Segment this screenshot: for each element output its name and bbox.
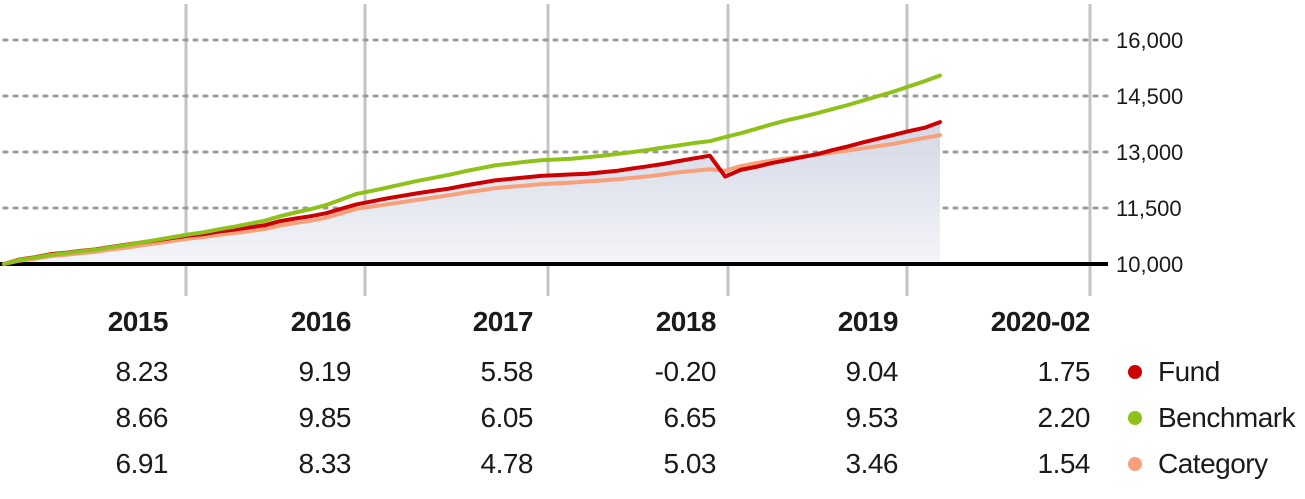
legend-category: Category (1128, 448, 1268, 480)
fund-return-cell: 1.75 (1037, 356, 1091, 387)
category-return-cell: 1.54 (1037, 448, 1091, 479)
fund-returns-row: 8.23 9.19 5.58 -0.20 9.04 1.75 Fund (0, 356, 1305, 396)
y-tick-label: 14,500 (1116, 84, 1183, 109)
category-returns-row: 6.91 8.33 4.78 5.03 3.46 1.54 Category (0, 448, 1305, 488)
fund-return-cell: 9.04 (845, 356, 899, 387)
benchmark-return-cell: 6.65 (663, 402, 717, 433)
year-label: 2020-02 (990, 306, 1091, 337)
y-tick-label: 10,000 (1116, 252, 1183, 277)
legend-fund: Fund (1128, 356, 1220, 388)
legend-label: Fund (1158, 356, 1220, 387)
fund-return-cell: 8.23 (115, 356, 169, 387)
category-return-cell: 3.46 (845, 448, 899, 479)
year-label: 2019 (837, 306, 899, 337)
category-return-cell: 8.33 (298, 448, 352, 479)
category-marker-icon (1128, 457, 1142, 471)
year-label: 2017 (472, 306, 534, 337)
y-tick-label: 11,500 (1116, 196, 1182, 221)
benchmark-return-cell: 9.53 (845, 402, 899, 433)
legend-label: Benchmark (1158, 402, 1296, 433)
benchmark-return-cell: 8.66 (115, 402, 169, 433)
y-tick-label: 13,000 (1116, 140, 1183, 165)
benchmark-returns-row: 8.66 9.85 6.05 6.65 9.53 2.20 Benchmark (0, 402, 1305, 442)
year-label: 2015 (107, 306, 169, 337)
category-return-cell: 4.78 (480, 448, 534, 479)
benchmark-return-cell: 2.20 (1037, 402, 1091, 433)
legend-label: Category (1158, 448, 1268, 479)
category-return-cell: 6.91 (115, 448, 169, 479)
year-label: 2018 (655, 306, 717, 337)
benchmark-return-cell: 6.05 (480, 402, 534, 433)
y-tick-label: 16,000 (1116, 28, 1183, 53)
fund-return-cell: -0.20 (654, 356, 717, 387)
category-return-cell: 5.03 (663, 448, 717, 479)
benchmark-series-line (2, 73, 942, 266)
year-header-row: 2015 2016 2017 2018 2019 2020-02 (0, 306, 1305, 346)
year-label: 2016 (290, 306, 352, 337)
benchmark-return-cell: 9.85 (298, 402, 352, 433)
growth-chart: 16,000 14,500 13,000 11,500 10,000 (0, 4, 1183, 296)
fund-return-cell: 9.19 (298, 356, 352, 387)
series-lines (2, 73, 942, 266)
fund-return-cell: 5.58 (480, 356, 534, 387)
fund-marker-icon (1128, 365, 1142, 379)
benchmark-marker-icon (1128, 411, 1142, 425)
y-axis-ticks: 16,000 14,500 13,000 11,500 10,000 (1116, 28, 1183, 277)
legend-benchmark: Benchmark (1128, 402, 1296, 434)
